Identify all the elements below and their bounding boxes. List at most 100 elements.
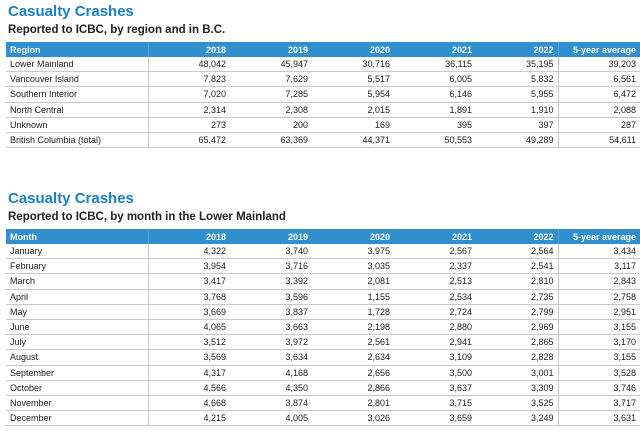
region-section: Casualty Crashes Reported to ICBC, by re… xyxy=(6,3,640,149)
column-header: 2020 xyxy=(369,232,390,242)
table-row: North Central 2,314 2,308 2,015 1,891 1,910 2,… xyxy=(6,102,640,118)
table-cell: 4,668 xyxy=(147,395,230,412)
table-cell: 3,512 xyxy=(147,334,230,351)
table-cell: 2,724 xyxy=(394,304,476,320)
table-row: Southern Interior 7,020 7,285 5,954 6,146 5,9… xyxy=(6,86,640,103)
table-cell: 3,569 xyxy=(147,349,230,366)
table-cell: 4,215 xyxy=(147,410,230,427)
column-header: 2018 xyxy=(147,42,230,57)
table-cell: 5,955 xyxy=(476,86,558,103)
table-cell: 3,659 xyxy=(394,410,476,427)
table-cell: 3,634 xyxy=(230,349,312,366)
table-cell: 4,566 xyxy=(147,380,230,396)
table-row: May 3,669 3,837 1,728 2,724 2,799 2,951 xyxy=(6,304,640,320)
table-cell: 2,088 xyxy=(557,102,640,118)
table-row: December 4,215 4,005 3,026 3,659 3,249 3,631 xyxy=(6,410,640,427)
table-cell: 48,042 xyxy=(147,57,230,73)
table-cell: 1,891 xyxy=(394,102,476,118)
month-table: Month 2018 2019 2020 2021 2022 5-year average … xyxy=(6,229,640,427)
column-header: Month xyxy=(10,232,37,242)
table-cell: 2,969 xyxy=(476,319,558,336)
row-label: Unknown xyxy=(6,117,148,133)
table-cell: 3,631 xyxy=(557,410,640,427)
table-cell: 2,634 xyxy=(312,349,394,366)
table-cell: 6,472 xyxy=(557,86,640,103)
table-cell: 1,155 xyxy=(312,289,394,305)
row-label: Vancouver Island xyxy=(6,71,148,88)
table-cell: 2,541 xyxy=(476,258,558,275)
table-cell: 3,155 xyxy=(557,349,640,366)
column-header: 2020 xyxy=(369,45,390,55)
row-label: September xyxy=(6,365,148,381)
table-cell: 2,561 xyxy=(312,334,394,351)
table-cell: 2,564 xyxy=(476,244,558,260)
column-header: 2018 xyxy=(147,229,230,244)
table-row: British Columbia (total) 65,472 63,369 44,3… xyxy=(6,132,640,149)
table-row: October 4,566 4,350 2,866 3,637 3,309 3,746 xyxy=(6,380,640,396)
table-cell: 273 xyxy=(147,117,230,133)
table-cell: 169 xyxy=(312,117,394,133)
table-cell: 2,843 xyxy=(557,273,640,290)
table-row: April 3,768 3,596 1,155 2,534 2,735 2,758 xyxy=(6,289,640,305)
month-table-subtitle: Reported to ICBC, by month in the Lower … xyxy=(8,211,286,223)
table-row: November 4,668 3,874 2,801 3,715 3,525 3,717 xyxy=(6,395,640,412)
column-header: 2021 xyxy=(451,45,472,55)
table-cell: 395 xyxy=(394,117,476,133)
column-header: 2022 xyxy=(533,45,554,55)
table-cell: 3,874 xyxy=(230,395,312,412)
table-cell: 1,728 xyxy=(312,304,394,320)
row-label: May xyxy=(6,304,148,320)
table-cell: 2,799 xyxy=(476,304,558,320)
region-table-title: Casualty Crashes xyxy=(8,3,134,20)
row-label: February xyxy=(6,258,148,275)
row-label: October xyxy=(6,380,148,396)
table-cell: 2,801 xyxy=(312,395,394,412)
column-header: 2022 xyxy=(533,232,554,242)
table-cell: 5,832 xyxy=(476,71,558,88)
table-cell: 2,337 xyxy=(394,258,476,275)
table-row: July 3,512 3,972 2,561 2,941 2,865 3,170 xyxy=(6,334,640,351)
table-cell: 2,941 xyxy=(394,334,476,351)
table-cell: 4,065 xyxy=(147,319,230,336)
row-label: November xyxy=(6,395,148,412)
column-header: 5-year average xyxy=(557,42,640,57)
table-cell: 3,663 xyxy=(230,319,312,336)
row-label: August xyxy=(6,349,148,366)
region-table-subtitle: Reported to ICBC, by region and in B.C. xyxy=(8,24,226,36)
table-cell: 3,155 xyxy=(557,319,640,336)
table-cell: 2,866 xyxy=(312,380,394,396)
table-cell: 4,168 xyxy=(230,365,312,381)
table-cell: 2,758 xyxy=(557,289,640,305)
region-table: Region 2018 2019 2020 2021 2022 5-year average… xyxy=(6,42,640,149)
table-cell: 2,513 xyxy=(394,273,476,290)
table-cell: 1,910 xyxy=(476,102,558,118)
table-cell: 3,768 xyxy=(147,289,230,305)
table-row: January 4,322 3,740 3,975 2,567 2,564 3,434 xyxy=(6,244,640,260)
month-section: Casualty Crashes Reported to ICBC, by mo… xyxy=(6,190,640,427)
table-cell: 65,472 xyxy=(147,132,230,149)
table-cell: 49,289 xyxy=(476,132,558,149)
table-cell: 2,735 xyxy=(476,289,558,305)
region-table-header-row: Region 2018 2019 2020 2021 2022 5-year average xyxy=(6,42,640,57)
table-cell: 3,596 xyxy=(230,289,312,305)
table-cell: 30,716 xyxy=(312,57,394,73)
table-cell: 3,715 xyxy=(394,395,476,412)
table-cell: 2,198 xyxy=(312,319,394,336)
table-cell: 6,146 xyxy=(394,86,476,103)
table-cell: 4,005 xyxy=(230,410,312,427)
table-cell: 7,629 xyxy=(230,71,312,88)
table-cell: 3,500 xyxy=(394,365,476,381)
column-header: Region xyxy=(10,45,41,55)
column-header: 5-year average xyxy=(557,229,640,244)
table-cell: 3,249 xyxy=(476,410,558,427)
table-cell: 36,115 xyxy=(394,57,476,73)
table-cell: 3,717 xyxy=(557,395,640,412)
table-cell: 2,308 xyxy=(230,102,312,118)
row-label: North Central xyxy=(6,102,148,118)
table-cell: 3,392 xyxy=(230,273,312,290)
table-row: Unknown 273 200 169 395 397 287 xyxy=(6,117,640,133)
row-label: July xyxy=(6,334,148,351)
month-table-title: Casualty Crashes xyxy=(8,190,134,207)
table-cell: 3,669 xyxy=(147,304,230,320)
table-cell: 3,117 xyxy=(557,258,640,275)
